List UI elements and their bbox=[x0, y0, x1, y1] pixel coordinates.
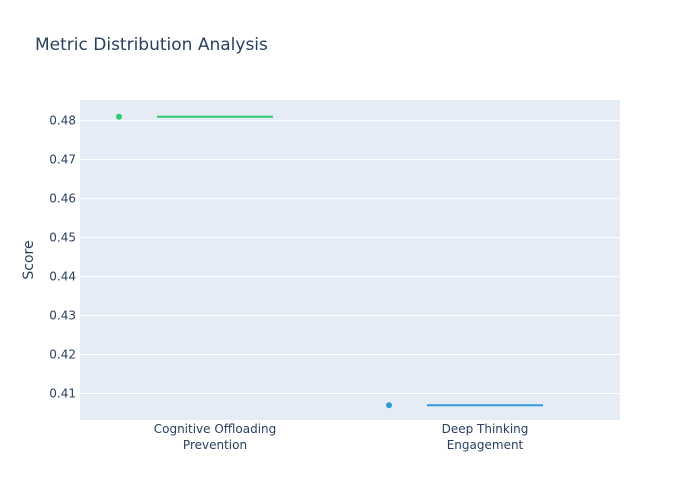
x-tick-label: Cognitive Offloading Prevention bbox=[154, 422, 277, 452]
y-tick-label: 0.41 bbox=[49, 386, 76, 400]
y-tick-labels: 0.41 0.42 0.43 0.44 0.45 0.46 0.47 0.48 bbox=[49, 114, 76, 401]
y-tick-label: 0.48 bbox=[49, 114, 76, 128]
y-tick-label: 0.44 bbox=[49, 270, 76, 284]
x-tick-label: Deep Thinking Engagement bbox=[442, 422, 529, 452]
data-point bbox=[386, 402, 392, 409]
y-tick-label: 0.45 bbox=[49, 231, 76, 245]
y-tick-label: 0.47 bbox=[49, 153, 76, 167]
box-marks bbox=[116, 113, 543, 409]
y-tick-label: 0.46 bbox=[49, 192, 76, 206]
y-tick-label: 0.42 bbox=[49, 348, 76, 362]
data-point bbox=[116, 113, 122, 120]
x-tick-labels: Cognitive Offloading Prevention Deep Think… bbox=[154, 422, 529, 452]
plot-area bbox=[80, 100, 620, 420]
y-tick-label: 0.43 bbox=[49, 309, 76, 323]
y-axis-title: Score bbox=[21, 240, 37, 279]
chart-title: Metric Distribution Analysis bbox=[35, 35, 268, 55]
grid-lines bbox=[80, 120, 620, 394]
